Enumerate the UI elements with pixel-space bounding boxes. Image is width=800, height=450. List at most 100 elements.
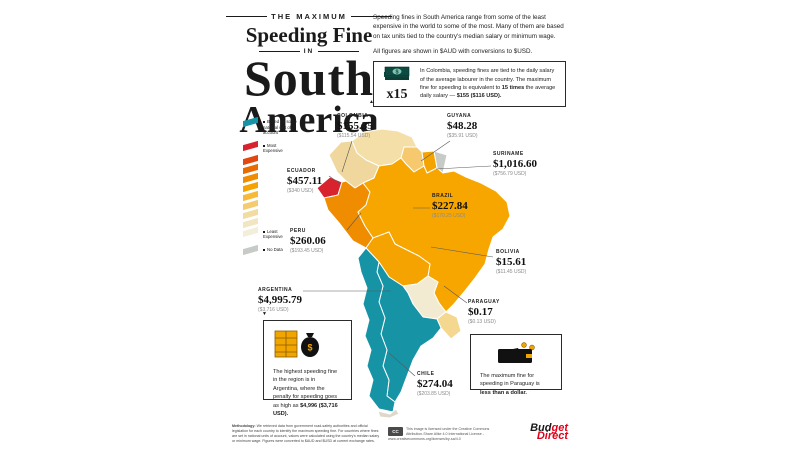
country-name: PARAGUAY (468, 299, 500, 305)
colombia-note-icon-column: $ x15 (374, 66, 420, 103)
svg-text:$: $ (395, 69, 398, 75)
rule-line (259, 51, 300, 53)
rule-line (318, 51, 359, 53)
country-fine-usd: ($340 USD) (287, 188, 314, 194)
label-brazil: BRAZIL $227.84 ($170.25 USD) (432, 193, 468, 219)
note-text-part: The highest speeding fine in the region … (273, 369, 338, 409)
triangle-up-icon: ▲ (369, 99, 374, 105)
note-bold-part: 15 times (501, 85, 525, 91)
title-kicker: THE MAXIMUM (271, 12, 347, 21)
label-colombia: COLOMBIA $155.35 ($115.54 USD) (337, 113, 373, 139)
title-south: South (243, 50, 375, 107)
country-fine-usd: ($170.25 USD) (432, 213, 466, 219)
country-name: ARGENTINA (258, 287, 293, 293)
license-text: CC This image is licensed under the Crea… (388, 427, 500, 442)
license-body: This image is licensed under the Creativ… (388, 427, 490, 441)
country-name: BRAZIL (432, 193, 454, 199)
country-fine-usd: ($35.91 USD) (447, 133, 478, 139)
leader-line-suriname (435, 165, 492, 170)
note-bold-part: $155 ($116 USD). (456, 93, 502, 100)
note-text-part: The maximum fine for speeding in Paragua… (480, 373, 540, 388)
gold-bars-money-bag-icon: $ (274, 330, 319, 358)
country-name: GUYANA (447, 113, 472, 119)
methodology-label: Methodology: (232, 424, 257, 428)
colombia-note-text: In Colombia, speeding fines are tied to … (420, 67, 565, 101)
label-argentina: ARGENTINA $4,995.79 ($3,716 USD) (258, 287, 302, 313)
country-fine-aud: $15.61 (496, 256, 527, 268)
argentina-note-icon-row: $ (274, 329, 351, 364)
country-fine-aud: $1,016.60 (493, 158, 537, 170)
leader-line-peru (346, 212, 362, 231)
country-fine-aud: $155.35 (337, 120, 373, 132)
country-fine-aud: $0.17 (468, 306, 493, 318)
paraguay-note-box: The maximum fine for speeding in Paragua… (470, 334, 562, 396)
paraguay-note-icon-row (471, 342, 561, 369)
note-bold-part: $4,996 ($3,716 USD). (273, 402, 338, 417)
note-text-part: the average daily salary — (420, 85, 556, 100)
country-fine-aud: $4,995.79 (258, 294, 302, 306)
south-america-map (316, 128, 511, 419)
title-in: IN (303, 48, 315, 56)
note-bold-part: less than a dollar. (480, 389, 527, 396)
country-fine-aud: $48.28 (447, 120, 478, 132)
colombia-note-box: $ x15 In Colombia, speeding fines are ti… (373, 61, 566, 107)
leader-line-paraguay (443, 285, 468, 304)
argentina-note-box: $ The highest speeding fine in the regio… (263, 320, 352, 417)
country-fine-usd: ($203.85 USD) (417, 391, 451, 397)
creative-commons-icon: CC (388, 427, 403, 436)
map-region-tierra-del-fuego (377, 408, 400, 419)
paraguay-note-text: The maximum fine for speeding in Paragua… (471, 372, 561, 397)
label-suriname: SURINAME $1,016.60 ($756.79 USD) (493, 151, 537, 177)
kicker-row: THE MAXIMUM (226, 12, 392, 21)
country-fine-usd: ($115.54 USD) (337, 133, 370, 139)
leader-line-bolivia (430, 246, 494, 258)
title-block: THE MAXIMUM Speeding Fine IN South Ameri… (226, 12, 392, 139)
country-fine-usd: ($0.13 USD) (468, 319, 496, 325)
intro-paragraph-1: Speeding fines in South America range fr… (373, 14, 564, 40)
wallet-coins-icon (498, 342, 535, 363)
country-fine-usd: ($756.79 USD) (493, 171, 527, 177)
country-fine-usd: ($3,716 USD) (258, 307, 289, 313)
label-ecuador: ECUADOR $457.11 ($340 USD) (287, 168, 322, 194)
country-name: COLOMBIA (337, 113, 369, 119)
country-name: SURINAME (493, 151, 524, 157)
intro-text: Speeding fines in South America range fr… (373, 13, 566, 63)
leader-line-guyana (420, 140, 451, 162)
map-legend: Based on some national unit of account M… (243, 116, 299, 256)
note-text-part: In Colombia, speeding fines are tied to … (420, 68, 555, 91)
methodology-text: Methodology: We retrieved data from gove… (232, 424, 382, 443)
title-speeding-fine: Speeding Fine (245, 23, 373, 47)
svg-text:$: $ (307, 343, 312, 353)
logo-part-direct: Direct (536, 430, 568, 442)
cash-stack-icon: $ (384, 66, 410, 80)
argentina-note-text: The highest speeding fine in the region … (264, 368, 351, 418)
label-chile: CHILE $274.04 ($203.85 USD) (417, 371, 453, 397)
country-name: BOLIVIA (496, 249, 520, 255)
label-guyana: GUYANA $48.28 ($35.91 USD) (447, 113, 478, 139)
legend-least-label: Least Expensive (263, 229, 297, 240)
country-name: PERU (290, 228, 306, 234)
legend-unit-label: Based on some national unit of account (263, 119, 297, 136)
leader-line-chile (388, 352, 416, 377)
country-fine-aud: $457.11 (287, 175, 323, 187)
country-fine-usd: ($193.45 USD) (290, 248, 324, 254)
legend-most-label: Most Expensive (263, 143, 297, 154)
rule-line (350, 16, 392, 17)
country-fine-aud: $260.06 (290, 235, 326, 247)
logo-part-get: get (551, 422, 569, 434)
rule-line (226, 16, 268, 17)
multiplier-label: x15 (386, 86, 408, 102)
methodology-body: We retrieved data from government road-s… (232, 424, 380, 443)
budget-direct-logo: Budget Direct (512, 422, 569, 442)
label-bolivia: BOLIVIA $15.61 ($11.45 USD) (496, 249, 526, 275)
country-fine-aud: $227.84 (432, 200, 468, 212)
logo-part-bud: Bud (530, 422, 552, 434)
triangle-down-icon: ▼ (262, 311, 267, 317)
country-fine-usd: ($11.45 USD) (496, 269, 527, 275)
country-name: ECUADOR (287, 168, 316, 174)
map-country-brazil (357, 157, 511, 313)
in-row: IN (259, 48, 359, 55)
leader-line-ecuador (328, 175, 340, 184)
